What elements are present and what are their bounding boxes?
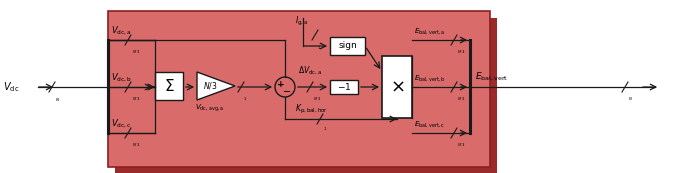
Text: $_N$: $_N$ [55,97,60,104]
Text: $\Sigma$: $\Sigma$ [163,78,174,94]
Text: $\Delta V_{\mathregular{dc,a}}$: $\Delta V_{\mathregular{dc,a}}$ [298,65,323,77]
Bar [155,72,183,100]
Bar [115,18,497,173]
Text: $_{N/3}$: $_{N/3}$ [457,142,465,148]
Text: $_{N/3}$: $_{N/3}$ [457,49,465,56]
Text: sign: sign [338,42,357,51]
Text: $-1$: $-1$ [337,81,351,93]
Text: $V_{\mathregular{dc}}$: $V_{\mathregular{dc}}$ [3,80,20,94]
Text: $_{N/3}$: $_{N/3}$ [457,96,465,102]
Text: $_1$: $_1$ [323,126,327,133]
Text: $V_{\mathregular{dc,b}}$: $V_{\mathregular{dc,b}}$ [111,72,132,84]
Text: $_1$: $_1$ [317,45,321,52]
Text: $E_{\mathregular{bal,vert}}$: $E_{\mathregular{bal,vert}}$ [475,71,508,83]
Text: $\times$: $\times$ [389,78,404,96]
Bar [330,37,365,55]
Text: $V_{\mathregular{dc,avg,a}}$: $V_{\mathregular{dc,avg,a}}$ [195,103,224,115]
Text: $K_{\mathregular{p,bal,hor}}$: $K_{\mathregular{p,bal,hor}}$ [295,103,328,116]
Text: $_{N/3}$: $_{N/3}$ [132,96,140,102]
Text: $E_{\mathregular{bal,vert,b}}$: $E_{\mathregular{bal,vert,b}}$ [414,73,446,83]
Polygon shape [197,72,235,100]
Bar [330,80,358,94]
Text: $_{N/3}$: $_{N/3}$ [313,96,321,102]
Text: $E_{\mathregular{bal,vert,c}}$: $E_{\mathregular{bal,vert,c}}$ [414,119,445,129]
Text: $E_{\mathregular{bal,vert,a}}$: $E_{\mathregular{bal,vert,a}}$ [414,26,446,36]
Text: $_1$: $_1$ [243,96,247,103]
Text: $_{N/3}$: $_{N/3}$ [132,142,140,148]
Text: $N/3$: $N/3$ [203,80,217,92]
Text: $V_{\mathregular{dc,c}}$: $V_{\mathregular{dc,c}}$ [111,118,132,130]
Text: $I_{\mathregular{g,a}}$: $I_{\mathregular{g,a}}$ [295,15,308,28]
Bar [382,56,412,118]
Text: $-$: $-$ [282,85,292,95]
Text: +: + [277,80,285,89]
Text: $_N$: $_N$ [628,96,633,103]
Text: $V_{\mathregular{dc,a}}$: $V_{\mathregular{dc,a}}$ [111,25,132,37]
Text: $_{N/3}$: $_{N/3}$ [132,49,140,56]
Bar [108,11,490,167]
